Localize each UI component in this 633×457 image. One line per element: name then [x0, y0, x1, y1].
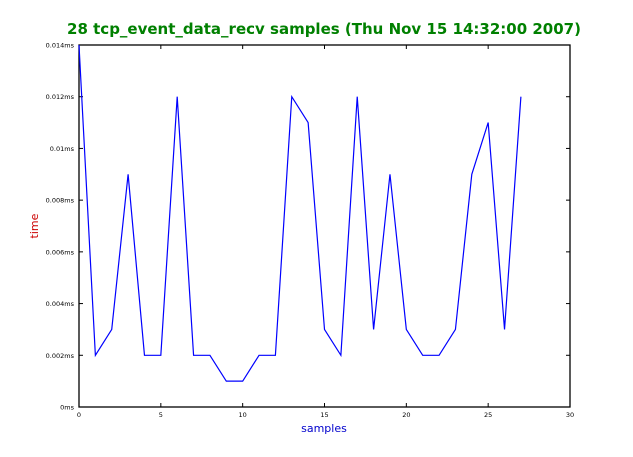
- y-tick-label: 0.014ms: [46, 42, 75, 50]
- y-tick-label: 0.01ms: [50, 145, 75, 153]
- y-tick-label: 0.012ms: [46, 93, 75, 101]
- plot-area: 0 5 10 15 20 25 30 0ms 0.002ms 0.004ms 0.006ms 0.00…: [46, 42, 574, 420]
- y-tick-label: 0.008ms: [46, 197, 75, 205]
- y-tick-label: 0.002ms: [46, 352, 75, 360]
- series-line: [79, 45, 521, 381]
- y-axis-label: time: [28, 213, 41, 238]
- x-tick-label: 0: [77, 411, 81, 419]
- y-tick-label: 0.004ms: [46, 300, 75, 308]
- chart-title: 28 tcp_event_data_recv samples (Thu Nov …: [67, 20, 581, 38]
- x-tick-label: 20: [402, 411, 410, 419]
- x-tick-label: 15: [320, 411, 328, 419]
- x-tick-label: 10: [239, 411, 247, 419]
- x-axis-label: samples: [301, 422, 347, 435]
- y-tick-label: 0ms: [60, 404, 74, 412]
- x-tick-label: 30: [566, 411, 574, 419]
- x-tick-label: 25: [484, 411, 492, 419]
- y-tick-label: 0.006ms: [46, 248, 75, 256]
- x-tick-label: 5: [159, 411, 163, 419]
